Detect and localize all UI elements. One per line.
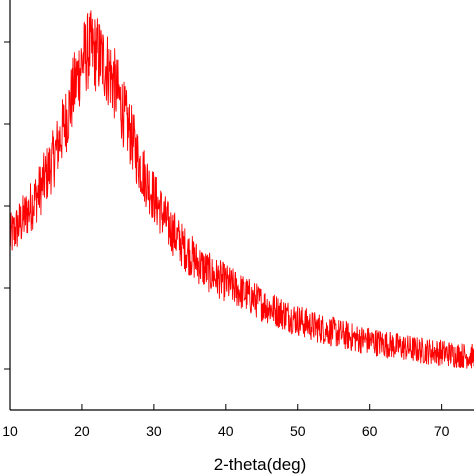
data-series: [9, 10, 474, 369]
y-axis-ticks: [4, 41, 10, 370]
series-line: [9, 10, 474, 369]
x-tick-label: 20: [74, 423, 90, 439]
x-tick-label: 30: [146, 423, 162, 439]
x-tick-label: 40: [218, 423, 234, 439]
x-tick-label: 70: [434, 423, 450, 439]
x-tick-label: 60: [362, 423, 378, 439]
x-axis-title: 2-theta(deg): [214, 455, 307, 474]
x-axis-ticks: 10 20 30 40 50 60 70: [2, 404, 450, 439]
x-tick-label: 10: [2, 423, 18, 439]
x-tick-label: 50: [290, 423, 306, 439]
